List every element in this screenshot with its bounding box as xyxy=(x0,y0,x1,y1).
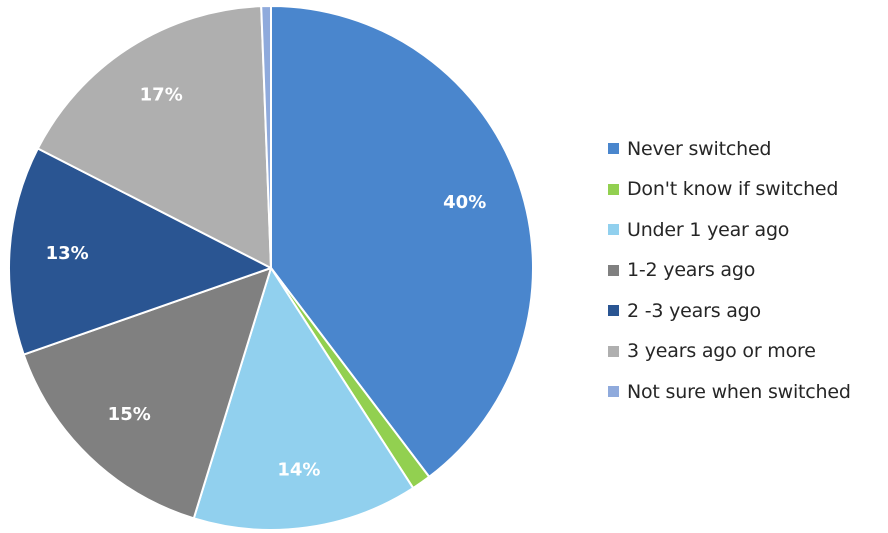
legend-swatch xyxy=(608,143,619,154)
legend-item: 2 -3 years ago xyxy=(608,297,851,324)
legend-label: 2 -3 years ago xyxy=(627,299,761,322)
pie-slice-5 xyxy=(36,5,272,269)
pie-slice-2 xyxy=(192,267,415,531)
pie-slice-0 xyxy=(270,5,534,478)
slice-data-label-5: 17% xyxy=(140,85,183,106)
legend-swatch xyxy=(608,183,619,195)
legend-item: Never switched xyxy=(608,135,851,162)
pie-slice-3 xyxy=(22,267,272,520)
pie-slice-4 xyxy=(8,147,272,356)
chart-legend: Never switched Don't know if switched Unde… xyxy=(608,135,851,419)
legend-label: Don't know if switched xyxy=(627,178,839,200)
pie-slice-6 xyxy=(260,5,272,269)
legend-item: 3 years ago or more xyxy=(608,338,851,365)
legend-swatch xyxy=(608,305,619,316)
legend-label: Under 1 year ago xyxy=(627,218,790,241)
legend-label: 3 years ago or more xyxy=(627,340,816,362)
slice-data-label-4: 13% xyxy=(46,243,89,264)
legend-item: Don't know if switched xyxy=(608,176,851,203)
legend-label: Not sure when switched xyxy=(627,380,851,403)
legend-label: 1-2 years ago xyxy=(627,259,756,281)
pie-data-labels: 40% 14% 15% 13% 17% xyxy=(46,85,487,481)
slice-data-label-2: 14% xyxy=(277,459,320,480)
pie-slices xyxy=(8,5,534,531)
legend-swatch xyxy=(608,264,619,276)
legend-swatch xyxy=(608,386,619,397)
legend-swatch xyxy=(608,224,619,235)
slice-data-label-3: 15% xyxy=(108,404,151,425)
legend-item: Not sure when switched xyxy=(608,378,851,405)
legend-item: Under 1 year ago xyxy=(608,216,851,243)
legend-swatch xyxy=(608,345,619,357)
legend-label: Never switched xyxy=(627,137,772,160)
slice-data-label-0: 40% xyxy=(443,192,486,213)
legend-item: 1-2 years ago xyxy=(608,257,851,284)
